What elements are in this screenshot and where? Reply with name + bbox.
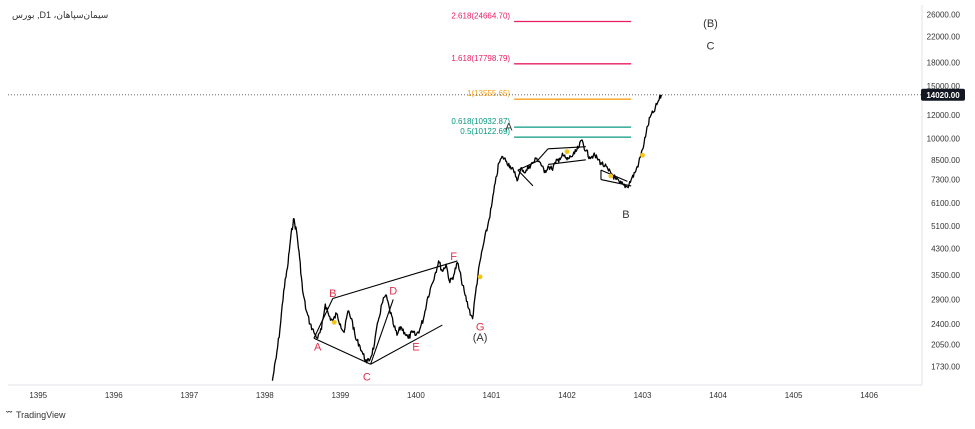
- x-tick-label: 1396: [105, 391, 123, 400]
- wave-label: E: [412, 341, 419, 353]
- x-tick-label: 1405: [785, 391, 803, 400]
- y-tick-label: 3500.00: [931, 271, 960, 280]
- tradingview-brand[interactable]: ˇˇ TradingView: [6, 410, 66, 420]
- y-tick-label: 15000.00: [927, 82, 961, 91]
- wave-label: C: [707, 40, 715, 52]
- fib-level-label: 0.5(10122.69): [460, 127, 510, 136]
- trendline: [600, 179, 632, 187]
- fib-level-label: 0.618(10932.87): [451, 117, 510, 126]
- wave-label: A: [314, 341, 322, 353]
- wave-label: B: [622, 209, 629, 221]
- x-tick-label: 1404: [709, 391, 727, 400]
- y-tick-label: 2400.00: [931, 320, 960, 329]
- fib-level-label: 1.618(17798.79): [451, 54, 510, 63]
- y-axis[interactable]: 26000.00 22000.00 18000.00 15000.00 12000.00…: [927, 11, 961, 372]
- y-tick-label: 12000.00: [927, 111, 961, 120]
- wave-label: G: [476, 322, 485, 334]
- wave-label: B: [329, 288, 336, 300]
- signal-marker: [331, 319, 337, 325]
- y-tick-label: 26000.00: [927, 11, 961, 20]
- trendline: [536, 148, 549, 162]
- x-tick-label: 1395: [29, 391, 47, 400]
- wave-label: A: [505, 121, 513, 133]
- x-tick-label: 1397: [180, 391, 198, 400]
- current-price-group: 14020.00: [8, 88, 965, 101]
- y-tick-label: 2050.00: [931, 340, 960, 349]
- chart-plot-area: [8, 5, 923, 386]
- wave-label: C: [363, 372, 371, 384]
- x-tick-label: 1403: [634, 391, 652, 400]
- current-price-label: 14020.00: [926, 91, 960, 100]
- y-tick-label: 1730.00: [931, 362, 960, 371]
- y-tick-label: 5100.00: [931, 222, 960, 231]
- trendline: [313, 337, 371, 365]
- wave-label: D: [389, 286, 397, 298]
- x-tick-label: 1400: [407, 391, 425, 400]
- y-tick-label: 18000.00: [927, 58, 961, 67]
- y-tick-label: 8500.00: [931, 156, 960, 165]
- markers: [331, 149, 645, 325]
- x-tick-label: 1398: [256, 391, 274, 400]
- x-tick-label: 1401: [483, 391, 501, 400]
- signal-marker: [608, 173, 614, 179]
- symbol-title: بورس ,Dسیمان‌سپاهان، 1: [12, 10, 109, 20]
- wave-label: (A): [473, 332, 488, 344]
- y-tick-label: 4300.00: [931, 244, 960, 253]
- y-tick-label: 22000.00: [927, 32, 961, 41]
- price-series: [271, 94, 663, 381]
- signal-marker: [477, 274, 483, 280]
- trendline: [370, 324, 443, 365]
- price-line: [271, 94, 663, 381]
- fib-level-label: 1(13555.65): [467, 89, 510, 98]
- wave-labels: A B C D E F G(A) A B (B) C: [314, 18, 718, 384]
- y-tick-label: 2900.00: [931, 295, 960, 304]
- y-tick-label: 7300.00: [931, 176, 960, 185]
- y-tick-label: 6100.00: [931, 199, 960, 208]
- brand-label: TradingView: [16, 410, 66, 420]
- x-tick-label: 1399: [331, 391, 349, 400]
- current-price-badge: [921, 88, 965, 101]
- signal-marker: [640, 152, 645, 158]
- fib-level-label: 2.618(24664.70): [451, 11, 510, 20]
- signal-marker: [564, 149, 570, 155]
- x-tick-label: 1402: [558, 391, 576, 400]
- y-tick-label: 10000.00: [927, 135, 961, 144]
- fibonacci-levels: 2.618(24664.70) 1.618(17798.79) 1(13555.65…: [451, 11, 632, 138]
- x-axis[interactable]: 1395 1396 1397 1398 1399 1400 1401 1402 1403 1404…: [29, 391, 878, 400]
- trendline: [517, 169, 534, 187]
- wave-label: F: [450, 251, 457, 263]
- tradingview-logo-icon: ˇˇ: [6, 410, 12, 420]
- x-tick-label: 1406: [860, 391, 878, 400]
- wave-label: (B): [703, 18, 718, 30]
- trendline: [548, 146, 586, 150]
